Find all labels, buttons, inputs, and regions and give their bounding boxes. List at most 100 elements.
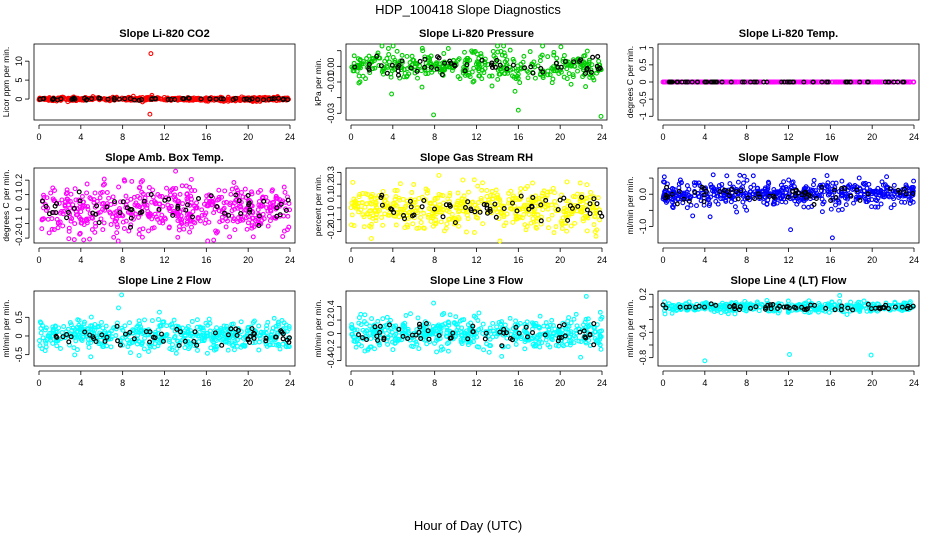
baseline-point: [674, 79, 680, 85]
data-point: [173, 350, 179, 356]
data-point: [76, 214, 82, 220]
data-point: [506, 190, 512, 196]
x-axis: 0 4 8 12 16 20 24: [36, 124, 295, 142]
data-point: [171, 317, 177, 323]
baseline-point: [261, 97, 267, 103]
data-point: [229, 186, 235, 192]
baseline-point: [753, 304, 759, 310]
y-tick-label: 0: [14, 97, 24, 102]
data-point: [250, 215, 256, 221]
data-point: [683, 196, 689, 202]
baseline-point: [111, 199, 117, 205]
baseline-point: [489, 62, 495, 68]
data-point: [415, 204, 421, 210]
baseline-point: [702, 79, 708, 85]
data-point: [87, 236, 93, 242]
data-point: [540, 207, 546, 213]
data-point: [100, 325, 106, 331]
x-tick-label: 16: [513, 132, 523, 142]
baseline-point: [562, 58, 568, 64]
baseline-point: [384, 70, 390, 76]
data-point: [209, 199, 215, 204]
y-tick-label: -0.5: [638, 91, 648, 107]
baseline-point: [165, 96, 171, 102]
data-point: [415, 315, 421, 321]
data-point: [138, 179, 144, 185]
data-point: [518, 61, 524, 67]
data-point: [72, 327, 78, 332]
data-point: [66, 236, 72, 242]
data-point: [876, 79, 882, 85]
baseline-point: [115, 338, 121, 344]
data-point: [230, 321, 236, 327]
x-tick-label: 0: [660, 378, 665, 388]
baseline-point: [468, 206, 474, 212]
data-point: [686, 186, 692, 192]
data-point: [868, 308, 874, 314]
data-point: [848, 299, 854, 305]
data-point: [580, 218, 586, 224]
data-point: [116, 184, 122, 190]
data-point: [829, 192, 835, 198]
data-point: [286, 224, 292, 230]
data-point: [420, 48, 426, 54]
baseline-point: [249, 326, 255, 332]
data-point: [422, 67, 428, 73]
data-point: [564, 228, 570, 234]
data-point: [839, 178, 845, 184]
baseline-point: [411, 212, 417, 218]
data-point: [495, 43, 500, 49]
data-point: [487, 325, 493, 331]
data-point: [545, 206, 551, 212]
data-point: [282, 189, 288, 195]
data-point: [202, 337, 207, 342]
data-point: [415, 210, 421, 216]
data-point: [563, 208, 569, 214]
data-point: [266, 213, 272, 219]
data-point: [159, 194, 165, 199]
data-point: [412, 197, 418, 203]
data-point: [576, 338, 582, 344]
data-point: [43, 96, 49, 102]
data-point: [404, 53, 410, 59]
data-point: [582, 53, 588, 59]
data-point: [528, 220, 534, 226]
y-axis-label: degrees C per min.: [625, 46, 635, 118]
baseline-point: [105, 96, 111, 102]
outlier-point: [787, 352, 792, 357]
data-point: [356, 320, 362, 326]
baseline-point: [426, 336, 432, 342]
x-tick-label: 24: [909, 132, 919, 142]
data-point: [356, 73, 362, 79]
data-point: [235, 219, 241, 225]
data-point: [164, 185, 169, 191]
data-point: [231, 180, 237, 185]
data-point: [157, 201, 163, 207]
baseline-point: [174, 326, 180, 332]
baseline-point: [434, 66, 440, 72]
baseline-point: [246, 200, 252, 206]
x-tick-label: 24: [285, 378, 295, 388]
data-point: [106, 330, 112, 336]
baseline-point: [425, 328, 431, 334]
baseline-point: [212, 330, 218, 336]
data-points: [660, 293, 916, 364]
data-point: [594, 70, 600, 76]
data-point: [838, 79, 844, 85]
baseline-point: [94, 203, 100, 209]
data-point: [81, 222, 87, 228]
panel-title: Slope Line 4 (LT) Flow: [731, 275, 847, 287]
baseline-point: [234, 332, 240, 338]
y-tick-label: -0.01: [326, 72, 336, 93]
data-point: [129, 178, 135, 184]
data-point: [37, 338, 42, 344]
data-point: [388, 317, 393, 323]
data-point: [708, 307, 714, 313]
baseline-point: [191, 338, 197, 344]
data-point: [488, 343, 494, 349]
x-axis: 0 4 8 12 16 20 24: [348, 247, 607, 265]
baseline-point: [377, 329, 383, 335]
data-point: [476, 344, 482, 350]
data-point: [431, 213, 437, 219]
